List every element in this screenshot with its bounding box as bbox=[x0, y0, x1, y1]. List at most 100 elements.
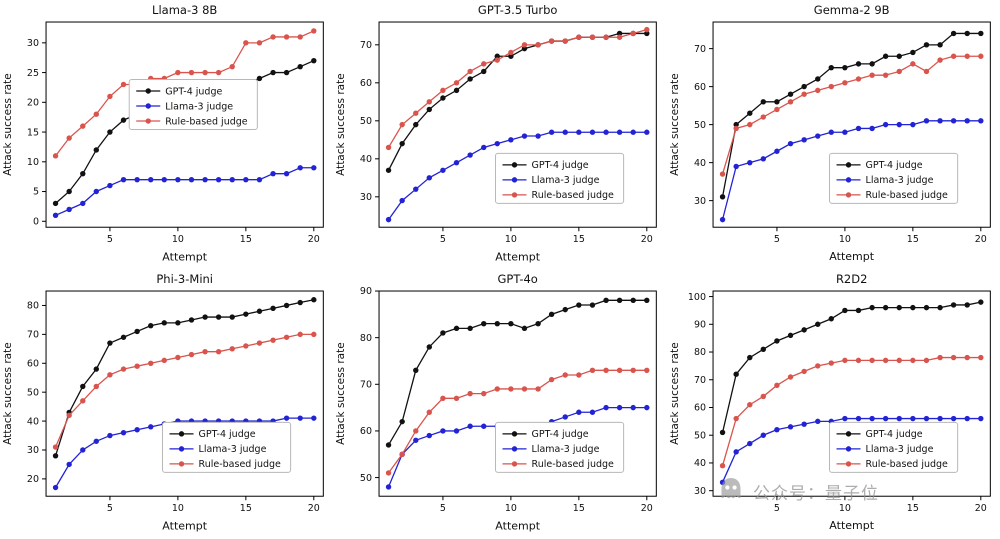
x-tick-label: 5 bbox=[774, 504, 780, 515]
y-tick-label: 60 bbox=[360, 78, 372, 89]
x-axis-label: Attempt bbox=[496, 250, 541, 263]
y-tick-label: 60 bbox=[27, 359, 39, 370]
y-tick-label: 30 bbox=[694, 486, 706, 497]
x-tick-label: 5 bbox=[440, 234, 446, 245]
legend: GPT-4 judge Llama-3 judge Rule-based judge bbox=[495, 422, 625, 474]
y-tick-label: 60 bbox=[360, 426, 372, 437]
y-tick-label: 60 bbox=[694, 82, 706, 93]
legend-label: GPT-4 judge bbox=[199, 429, 256, 440]
y-tick-label: 50 bbox=[27, 388, 39, 399]
y-tick-label: 40 bbox=[694, 158, 706, 169]
plot-border bbox=[378, 290, 658, 497]
y-tick-label: 80 bbox=[694, 347, 706, 358]
x-tick-label: 5 bbox=[107, 504, 113, 515]
chart-phi3-mini: Phi-3-Mini 5 10 15 20 20 30 40 50 60 70 80 Attempt At… bbox=[0, 269, 333, 538]
y-axis-label: Attack success rate bbox=[2, 73, 14, 176]
legend-label: Llama-3 judge bbox=[532, 175, 600, 186]
chart-svg: Llama-3 8B 5 10 15 20 0 5 10 15 20 25 30 Attempt Atta… bbox=[2, 3, 324, 263]
legend: GPT-4 judge Llama-3 judge Rule-based judge bbox=[128, 78, 258, 131]
x-tick-label: 20 bbox=[974, 234, 986, 245]
x-tick-label: 20 bbox=[308, 234, 320, 245]
legend-label: GPT-4 judge bbox=[532, 160, 589, 171]
y-tick-label: 70 bbox=[27, 330, 39, 341]
x-tick-label: 10 bbox=[505, 234, 517, 245]
y-axis-label: Attack success rate bbox=[2, 343, 14, 446]
legend-label: GPT-4 judge bbox=[865, 160, 922, 171]
x-tick-label: 5 bbox=[440, 504, 446, 515]
x-tick-label: 10 bbox=[505, 504, 517, 515]
x-tick-label: 10 bbox=[839, 504, 851, 515]
chart-title: GPT-3.5 Turbo bbox=[478, 3, 558, 17]
series-rule-based-judge bbox=[719, 53, 984, 177]
y-tick-label: 40 bbox=[360, 154, 372, 165]
series-gpt-4-judge bbox=[719, 299, 984, 436]
series-gpt-4-judge bbox=[52, 297, 317, 459]
y-tick-label: 5 bbox=[33, 187, 39, 198]
x-axis-label: Attempt bbox=[829, 520, 874, 533]
y-tick-label: 50 bbox=[694, 431, 706, 442]
plot-border bbox=[45, 21, 324, 228]
y-tick-label: 50 bbox=[360, 473, 372, 484]
x-tick-label: 20 bbox=[308, 504, 320, 515]
x-tick-label: 5 bbox=[107, 234, 113, 245]
y-tick-label: 70 bbox=[360, 40, 372, 51]
series-gpt-4-judge bbox=[386, 297, 650, 448]
legend-label: Rule-based judge bbox=[865, 459, 948, 470]
y-tick-label: 60 bbox=[694, 403, 706, 414]
x-tick-label: 20 bbox=[641, 504, 653, 515]
legend-label: Rule-based judge bbox=[532, 459, 615, 470]
y-tick-label: 30 bbox=[360, 192, 372, 203]
y-tick-label: 40 bbox=[694, 458, 706, 469]
legend-label: Rule-based judge bbox=[165, 116, 248, 127]
y-tick-label: 0 bbox=[33, 216, 39, 227]
chart-r2d2: R2D2 5 10 15 20 30 40 50 60 70 80 90 100 Attempt Attac… bbox=[667, 269, 1000, 538]
x-tick-label: 10 bbox=[839, 234, 851, 245]
chart-gpt4o: GPT-4o 5 10 15 20 50 60 70 80 90 Attempt Attack suc… bbox=[333, 269, 666, 538]
legend-label: Rule-based judge bbox=[865, 190, 948, 201]
series-rule-based-judge bbox=[52, 28, 317, 159]
series-llama-3-judge bbox=[719, 118, 984, 223]
chart-title: R2D2 bbox=[836, 272, 867, 286]
x-tick-label: 10 bbox=[172, 234, 184, 245]
plot-border bbox=[45, 290, 324, 497]
x-tick-label: 15 bbox=[573, 504, 585, 515]
y-axis-label: Attack success rate bbox=[669, 343, 681, 446]
legend-label: Llama-3 judge bbox=[165, 101, 233, 112]
series-rule-based-judge bbox=[386, 367, 650, 476]
x-tick-label: 5 bbox=[774, 234, 780, 245]
y-tick-label: 90 bbox=[694, 320, 706, 331]
chart-svg: R2D2 5 10 15 20 30 40 50 60 70 80 90 100 Attempt Attac… bbox=[669, 272, 991, 533]
x-axis-label: Attempt bbox=[829, 250, 874, 263]
y-tick-label: 30 bbox=[27, 445, 39, 456]
x-axis-label: Attempt bbox=[496, 520, 541, 533]
y-tick-label: 70 bbox=[694, 44, 706, 55]
chart-title: Llama-3 8B bbox=[152, 3, 217, 17]
y-tick-label: 15 bbox=[27, 127, 39, 138]
chart-svg: Gemma-2 9B 5 10 15 20 30 40 50 60 70 Attempt Attack… bbox=[669, 3, 991, 263]
y-axis-label: Attack success rate bbox=[335, 343, 347, 446]
legend-label: Llama-3 judge bbox=[532, 444, 600, 455]
chart-svg: Phi-3-Mini 5 10 15 20 20 30 40 50 60 70 80 Attempt At… bbox=[2, 272, 324, 533]
chart-svg: GPT-4o 5 10 15 20 50 60 70 80 90 Attempt Attack suc… bbox=[335, 272, 658, 533]
legend-label: Rule-based judge bbox=[532, 190, 615, 201]
y-axis-label: Attack success rate bbox=[669, 73, 681, 176]
y-tick-label: 80 bbox=[27, 301, 39, 312]
x-tick-label: 10 bbox=[172, 504, 184, 515]
x-tick-label: 15 bbox=[906, 504, 918, 515]
series-llama-3-judge bbox=[52, 165, 317, 219]
x-tick-label: 15 bbox=[240, 234, 252, 245]
chart-llama3-8b: Llama-3 8B 5 10 15 20 0 5 10 15 20 25 30 Attempt Atta… bbox=[0, 0, 333, 269]
legend-label: GPT-4 judge bbox=[165, 86, 222, 97]
x-tick-label: 15 bbox=[573, 234, 585, 245]
y-tick-label: 70 bbox=[360, 380, 372, 391]
x-tick-label: 15 bbox=[240, 504, 252, 515]
x-axis-label: Attempt bbox=[162, 520, 207, 533]
plot-border bbox=[378, 21, 658, 228]
y-tick-label: 50 bbox=[694, 120, 706, 131]
chart-title: GPT-4o bbox=[498, 272, 538, 286]
legend-label: Rule-based judge bbox=[199, 459, 282, 470]
x-axis-label: Attempt bbox=[162, 250, 207, 263]
chart-svg: GPT-3.5 Turbo 5 10 15 20 30 40 50 60 70 Attempt Att… bbox=[335, 3, 658, 263]
chart-gpt35-turbo: GPT-3.5 Turbo 5 10 15 20 30 40 50 60 70 Attempt Att… bbox=[333, 0, 666, 269]
